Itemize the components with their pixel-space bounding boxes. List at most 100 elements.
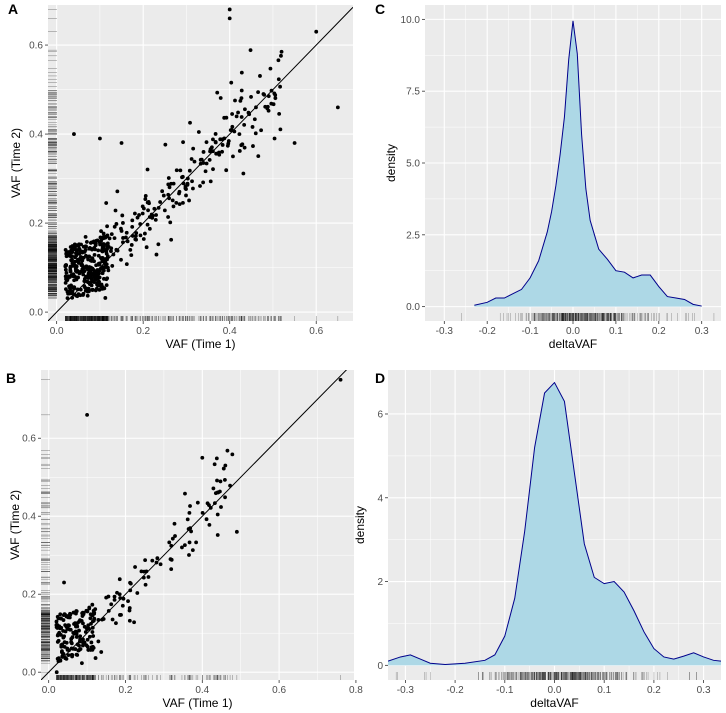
tick-label-y: 2.5 (406, 230, 420, 241)
scatter-point (208, 149, 212, 154)
scatter-point (239, 70, 244, 75)
scatter-point (201, 150, 206, 154)
tick-label-x: 0.4 (223, 326, 237, 337)
scatter-point (81, 293, 85, 297)
scatter-point (82, 640, 87, 645)
scatter-point (78, 634, 83, 639)
scatter-point (90, 630, 95, 634)
scatter-point (198, 161, 203, 166)
scatter-point (68, 627, 73, 632)
scatter-point (104, 283, 109, 287)
scatter-point (87, 282, 92, 287)
scatter-point (220, 143, 225, 147)
tick-label-x: -0.2 (479, 326, 497, 337)
scatter-point (228, 128, 233, 133)
scatter-point (85, 609, 90, 614)
scatter-point (71, 646, 75, 651)
scatter-point (200, 455, 205, 460)
scatter-point (207, 503, 211, 507)
scatter-point (208, 179, 213, 184)
scatter-point (223, 495, 227, 500)
scatter-point (208, 505, 213, 510)
scatter-point (198, 184, 202, 188)
tick-label-x: -0.1 (521, 326, 539, 337)
scatter-point (62, 644, 67, 649)
scatter-point (189, 157, 194, 161)
scatter-point (228, 483, 232, 488)
tick-label-x: -0.3 (436, 326, 454, 337)
scatter-point (166, 192, 171, 197)
scatter-point (138, 222, 143, 226)
scatter-point (87, 634, 92, 639)
tick-label-x: 0.6 (272, 685, 286, 696)
scatter-point (223, 463, 228, 468)
scatter-point (82, 624, 87, 629)
scatter-point (227, 16, 232, 21)
scatter-point (146, 575, 151, 579)
scatter-point (276, 77, 281, 82)
scatter-point (90, 613, 95, 617)
scatter-point (80, 661, 84, 666)
scatter-point (183, 491, 187, 496)
scatter-point (169, 557, 174, 562)
scatter-point (248, 48, 253, 53)
scatter-point (187, 553, 191, 557)
scatter-point (196, 130, 201, 134)
scatter-point (121, 240, 125, 245)
scatter-point (135, 591, 140, 595)
panel-label: A (8, 1, 18, 17)
plot-area (41, 370, 348, 680)
tick-label-y: 0 (377, 661, 383, 672)
scatter-point (91, 645, 96, 650)
scatter-point (227, 7, 232, 12)
scatter-point (75, 624, 80, 629)
scatter-point (97, 279, 101, 284)
scatter-point (76, 275, 80, 280)
scatter-point (93, 656, 98, 660)
x-axis-title: VAF (Time 1) (162, 696, 232, 710)
scatter-point (191, 146, 196, 151)
scatter-point (166, 182, 171, 187)
scatter-point (153, 217, 158, 222)
scatter-point (90, 287, 95, 292)
scatter-point (74, 630, 79, 635)
scatter-point (82, 250, 87, 254)
scatter-point (81, 265, 86, 270)
scatter-point (63, 280, 68, 285)
tick-label-x: 0.2 (136, 326, 150, 337)
scatter-point (181, 181, 186, 186)
scatter-point (268, 66, 273, 71)
x-axis-title: deltaVAF (530, 696, 578, 710)
scatter-point (212, 501, 217, 506)
scatter-point (277, 111, 282, 116)
scatter-point (188, 504, 192, 508)
tick-label-y: 4 (377, 493, 383, 504)
scatter-point (150, 558, 155, 563)
scatter-point (95, 268, 100, 273)
scatter-point (105, 276, 110, 281)
scatter-point (89, 247, 94, 251)
scatter-point (229, 80, 234, 85)
scatter-point (62, 634, 67, 639)
scatter-point (158, 200, 163, 204)
scatter-point (65, 278, 70, 283)
scatter-point (232, 129, 237, 134)
scatter-point (169, 543, 174, 548)
scatter-point (140, 211, 145, 216)
scatter-point (99, 650, 104, 654)
scatter-point (83, 630, 88, 634)
scatter-point (156, 205, 161, 210)
scatter-point (180, 545, 184, 550)
scatter-point (126, 599, 130, 604)
scatter-point (174, 200, 179, 205)
scatter-point (218, 479, 223, 484)
tick-label-x: 0.0 (50, 326, 64, 337)
scatter-point (171, 204, 176, 209)
scatter-point (97, 240, 102, 245)
tick-label-x: 0.4 (195, 685, 209, 696)
scatter-point (141, 206, 146, 211)
scatter-point (141, 575, 146, 580)
scatter-point (133, 234, 138, 238)
scatter-point (173, 534, 177, 538)
scatter-point (84, 244, 88, 249)
